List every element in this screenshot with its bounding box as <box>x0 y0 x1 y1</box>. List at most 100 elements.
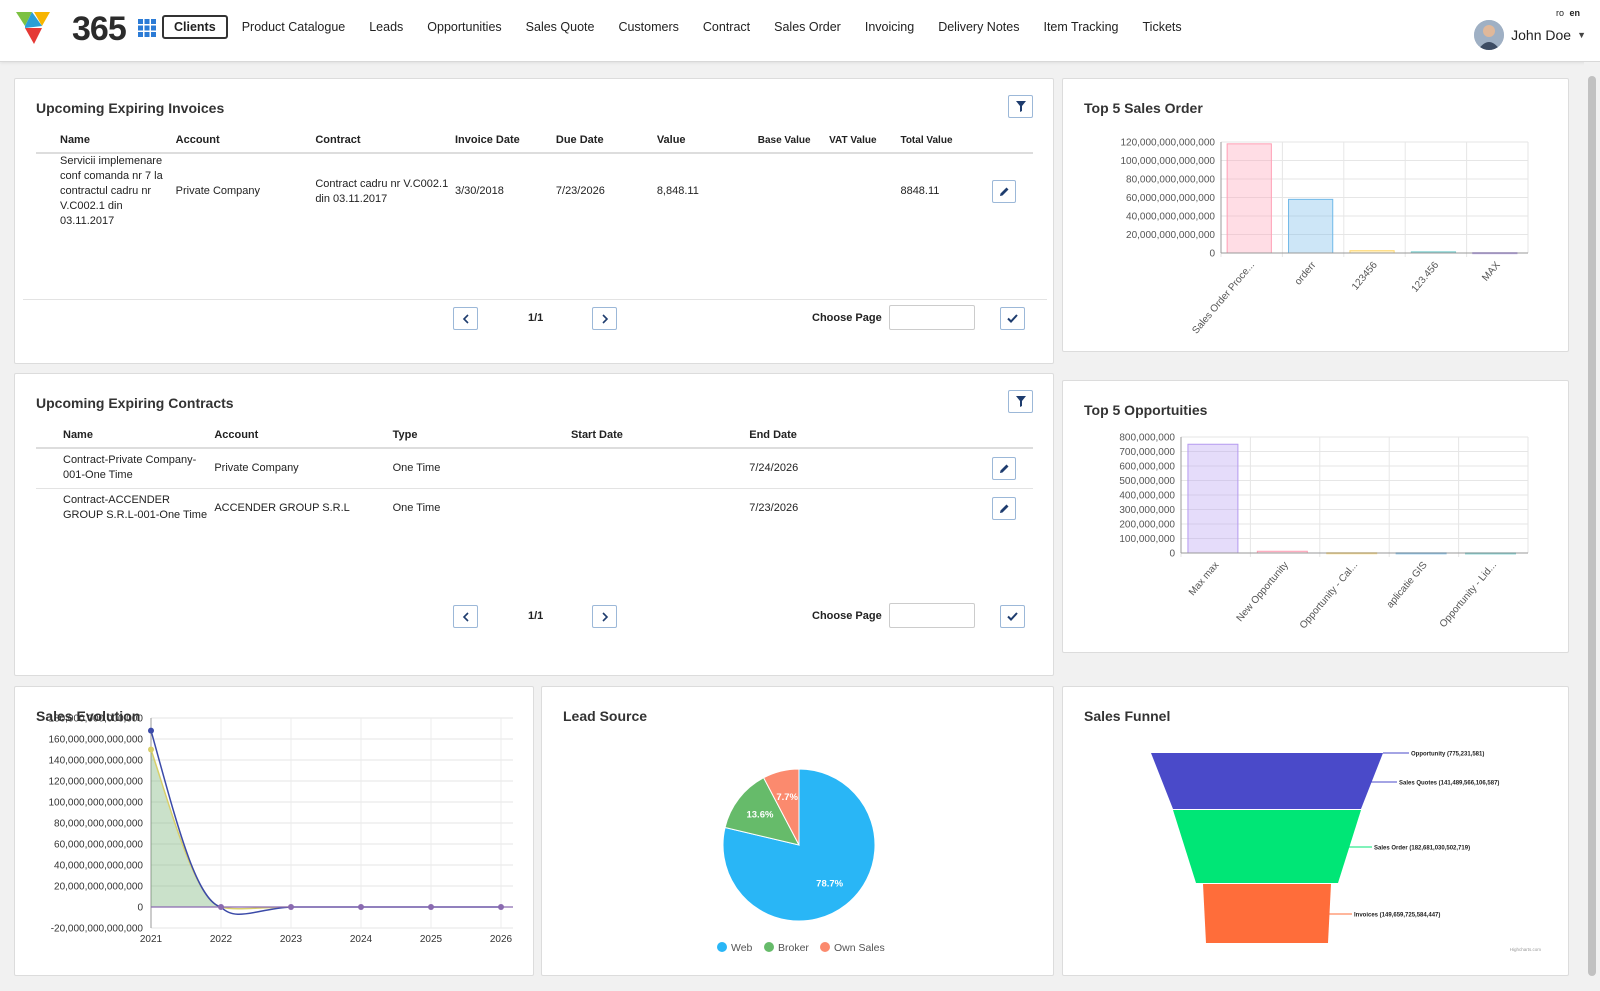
y-tick-label: 40,000,000,000,000 <box>1126 212 1215 223</box>
filter-icon <box>1015 101 1026 112</box>
y-tick-label: 0 <box>1209 249 1215 260</box>
go-page-button[interactable] <box>1000 307 1025 330</box>
cell-account: Private Company <box>175 185 261 197</box>
col-header[interactable]: Start Date <box>570 426 750 449</box>
apps-grid-icon[interactable] <box>137 18 157 38</box>
col-header[interactable]: Base Value <box>757 131 830 154</box>
prev-page-button[interactable] <box>453 307 478 330</box>
invoices-panel: Upcoming Expiring Invoices Name Account … <box>14 78 1054 364</box>
filter-button[interactable] <box>1008 95 1033 118</box>
col-header[interactable]: Value <box>656 131 758 154</box>
nav-item-contract[interactable]: Contract <box>702 20 751 34</box>
edit-button[interactable] <box>992 496 1017 520</box>
col-header[interactable]: Account <box>214 426 393 449</box>
avatar <box>1474 20 1505 50</box>
funnel-segment <box>1173 810 1361 883</box>
cell-vat-value <box>829 153 900 229</box>
y-tick-label: 800,000,000 <box>1119 433 1175 444</box>
app-logo[interactable]: 365 <box>12 6 132 54</box>
x-tick-label: 2023 <box>280 934 303 945</box>
nav-item-tickets[interactable]: Tickets <box>1142 20 1182 34</box>
y-tick-label: 100,000,000 <box>1119 534 1175 545</box>
x-tick-label: 123.456 <box>1410 260 1442 295</box>
slice-label: 78.7% <box>816 879 843 890</box>
y-tick-label: 700,000,000 <box>1119 447 1175 458</box>
lang-en[interactable]: en <box>1569 8 1580 18</box>
col-header[interactable]: Contract <box>315 131 455 154</box>
user-menu[interactable]: John Doe ▼ <box>1474 20 1586 50</box>
col-header[interactable]: Invoice Date <box>454 131 556 154</box>
scrollbar-thumb[interactable] <box>1588 76 1596 976</box>
pencil-icon <box>999 464 1009 473</box>
col-header[interactable]: VAT Value <box>829 131 901 154</box>
funnel-segment <box>1151 753 1383 809</box>
data-point <box>148 727 154 734</box>
main-nav: Clients Product Catalogue Leads Opportun… <box>162 15 1194 39</box>
next-page-button[interactable] <box>592 307 617 330</box>
legend-marker <box>764 942 774 952</box>
x-tick-label: 2025 <box>420 934 443 945</box>
edit-button[interactable] <box>992 180 1017 203</box>
chart-credit: Highcharts.com <box>1510 947 1542 952</box>
filter-icon <box>1015 396 1026 407</box>
logo-text: 365 <box>72 10 127 48</box>
series-line <box>150 730 501 916</box>
user-name: John Doe <box>1511 27 1572 43</box>
top-navbar: 365 Clients Product Catalogue Leads Oppo… <box>0 0 1600 62</box>
bar <box>1288 198 1334 254</box>
choose-page-input[interactable] <box>889 305 975 330</box>
choose-page-input[interactable] <box>889 603 975 628</box>
go-page-button[interactable] <box>1000 605 1025 628</box>
y-tick-label: 100,000,000,000,000 <box>1120 156 1215 167</box>
col-header[interactable]: Account <box>175 131 316 154</box>
y-tick-label: 20,000,000,000,000 <box>1126 230 1215 241</box>
panel-title: Upcoming Expiring Invoices <box>36 100 225 116</box>
page-scrollbar[interactable] <box>1584 62 1600 991</box>
legend-label: Own Sales <box>834 942 885 954</box>
nav-item-clients[interactable]: Clients <box>162 15 228 39</box>
pencil-icon <box>999 504 1009 513</box>
lang-ro[interactable]: ro <box>1555 8 1564 18</box>
nav-item-sales-order[interactable]: Sales Order <box>774 20 841 34</box>
nav-item-invoicing[interactable]: Invoicing <box>864 20 915 34</box>
pie-slice <box>724 777 800 846</box>
nav-item-item-tracking[interactable]: Item Tracking <box>1043 20 1119 34</box>
panel-title: Top 5 Sales Order <box>1084 100 1203 116</box>
check-icon <box>1007 612 1018 621</box>
y-tick-label: -20,000,000,000,000 <box>51 924 144 935</box>
x-tick-label: 2021 <box>140 934 163 945</box>
col-header[interactable]: End Date <box>749 426 993 449</box>
table-row: Contract-Private Company-001-One Time Pr… <box>36 448 1033 488</box>
cell-contract: Contract cadru nr V.C002.1 din 03.11.201… <box>315 177 449 205</box>
nav-item-opportunities[interactable]: Opportunities <box>427 20 502 34</box>
col-header[interactable]: Type <box>392 426 571 449</box>
lead-source-panel: Lead Source 78.7% 13.6% 7.7% Web Broker Own S… <box>541 686 1054 976</box>
panel-title: Sales Evolution <box>36 708 141 724</box>
col-header[interactable]: Total Value <box>900 131 993 154</box>
y-tick-label: 200,000,000 <box>1119 520 1175 531</box>
col-header[interactable]: Name <box>36 131 176 154</box>
x-tick-label: orderr <box>1293 259 1319 287</box>
y-tick-label: 180,000,000,000,000 <box>48 714 143 725</box>
edit-button[interactable] <box>992 456 1017 480</box>
panel-title: Sales Funnel <box>1084 708 1171 724</box>
chevron-right-icon <box>601 611 608 622</box>
opportunities-chart: 800,000,000 700,000,000 600,000,000 500,000… <box>1119 433 1529 631</box>
filter-button[interactable] <box>1008 390 1033 413</box>
chevron-left-icon <box>462 313 469 324</box>
nav-item-customers[interactable]: Customers <box>618 20 679 34</box>
y-tick-label: 0 <box>1169 549 1175 560</box>
page-indicator: 1/1 <box>528 610 544 622</box>
col-header[interactable]: Name <box>36 426 215 449</box>
next-page-button[interactable] <box>592 605 617 628</box>
nav-item-product-catalogue[interactable]: Product Catalogue <box>241 20 346 34</box>
y-tick-label: 600,000,000 <box>1119 462 1175 473</box>
cell-invoice-date: 3/30/2018 <box>454 185 504 197</box>
col-header[interactable]: Due Date <box>555 131 657 154</box>
nav-item-leads[interactable]: Leads <box>369 20 404 34</box>
nav-item-sales-quote[interactable]: Sales Quote <box>525 20 595 34</box>
x-tick-label: Sales Order Proce... <box>1190 260 1257 336</box>
x-tick-label: Opportunity - Cal... <box>1298 560 1360 631</box>
prev-page-button[interactable] <box>453 605 478 628</box>
nav-item-delivery-notes[interactable]: Delivery Notes <box>938 20 1020 34</box>
